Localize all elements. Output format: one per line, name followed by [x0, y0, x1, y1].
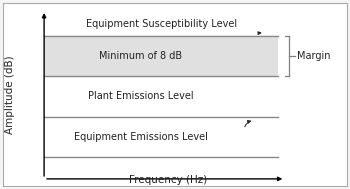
Bar: [44, 36, 278, 76]
Text: Equipment Emissions Level: Equipment Emissions Level: [74, 132, 208, 142]
Text: Amplitude (dB): Amplitude (dB): [5, 55, 15, 134]
Text: Equipment Susceptibility Level: Equipment Susceptibility Level: [86, 19, 237, 29]
Text: Frequency (Hz): Frequency (Hz): [129, 175, 207, 185]
Text: Minimum of 8 dB: Minimum of 8 dB: [99, 51, 182, 61]
Text: Plant Emissions Level: Plant Emissions Level: [88, 91, 193, 101]
Text: Margin: Margin: [297, 51, 331, 61]
